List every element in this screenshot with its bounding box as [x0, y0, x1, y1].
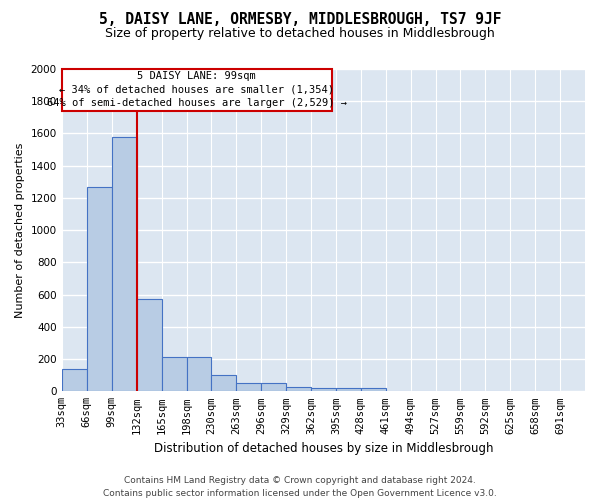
Bar: [286, 388, 311, 392]
Text: Contains HM Land Registry data © Crown copyright and database right 2024.
Contai: Contains HM Land Registry data © Crown c…: [103, 476, 497, 498]
Bar: [137, 300, 161, 392]
Text: 5 DAISY LANE: 99sqm: 5 DAISY LANE: 99sqm: [137, 71, 256, 81]
Bar: [86, 186, 112, 392]
Text: Size of property relative to detached houses in Middlesbrough: Size of property relative to detached ho…: [105, 28, 495, 40]
Bar: [311, 388, 336, 392]
Y-axis label: Number of detached properties: Number of detached properties: [15, 142, 25, 318]
Bar: [62, 69, 332, 111]
Bar: [211, 375, 236, 392]
Bar: [187, 356, 211, 392]
Text: 5, DAISY LANE, ORMESBY, MIDDLESBROUGH, TS7 9JF: 5, DAISY LANE, ORMESBY, MIDDLESBROUGH, T…: [99, 12, 501, 28]
Bar: [361, 388, 386, 392]
Bar: [161, 356, 187, 392]
X-axis label: Distribution of detached houses by size in Middlesbrough: Distribution of detached houses by size …: [154, 442, 493, 455]
Bar: [336, 388, 361, 392]
Bar: [62, 368, 86, 392]
Text: ← 34% of detached houses are smaller (1,354): ← 34% of detached houses are smaller (1,…: [59, 84, 334, 94]
Bar: [236, 383, 261, 392]
Text: 64% of semi-detached houses are larger (2,529) →: 64% of semi-detached houses are larger (…: [47, 98, 347, 108]
Bar: [112, 136, 137, 392]
Bar: [261, 383, 286, 392]
